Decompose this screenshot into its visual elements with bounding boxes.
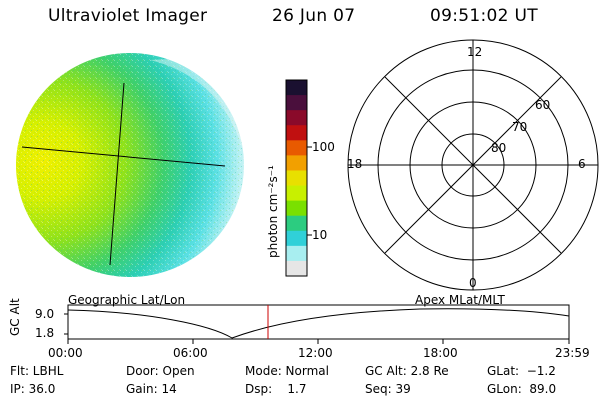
geo-latitude-line [21,146,226,167]
color-scale-segment [286,95,307,111]
color-scale-segment [286,230,307,247]
polar-plot [347,39,599,291]
gain-status: Gain: 14 [126,382,177,396]
x-tick-label-1200: 12:00 [298,346,333,360]
x-tick-label-1800: 18:00 [423,346,458,360]
colorbar-unit-label: photon cm⁻²s⁻¹ [266,165,280,258]
earth-image [16,53,244,277]
apex-caption: Apex MLat/MLT [415,293,505,307]
x-tick-label-0000: 00:00 [48,346,83,360]
glat-status: GLat: −1.2 [487,364,556,378]
ip-status: IP: 36.0 [10,382,56,396]
color-scale-segment [286,155,307,172]
timeline-frame [67,304,570,340]
glon-status: GLon: 89.0 [487,382,557,396]
dsp-status: Dsp: 1.7 [245,382,307,396]
gc-alt-status: GC Alt: 2.8 Re [365,364,449,378]
color-scale-bar [286,80,307,277]
color-scale-segment [286,125,307,141]
seq-status: Seq: 39 [365,382,411,396]
colorbar-tick-label-10: 10 [312,228,328,242]
y-tick-label-1-8: 1.8 [35,326,55,340]
color-scale-segment [286,170,307,187]
x-tick-label-2359: 23:59 [555,346,590,360]
mlt-label-18: 18 [347,157,363,171]
mlt-label-12: 12 [467,45,483,59]
color-scale-segment [286,245,307,262]
color-scale-segment [286,110,307,126]
colorbar-tick-label-100: 100 [312,140,335,154]
date-label: 26 Jun 07 [272,6,356,26]
filter-status: Flt: LBHL [10,364,64,378]
mlat-label-70: 70 [512,120,528,134]
y-tick-label-9: 9.0 [35,307,55,321]
altitude-curve [67,308,570,339]
color-scale-frame [285,79,308,277]
polar-diagonal-2 [384,76,562,254]
geographic-caption: Geographic Lat/Lon [68,293,186,307]
mode-status: Mode: Normal [245,364,329,378]
mlt-label-6: 6 [578,157,586,171]
altitude-timeline [64,304,570,344]
time-label: 09:51:02 UT [430,6,538,26]
mlat-label-60: 60 [535,98,551,112]
color-scale-segment [286,260,307,277]
color-scale-segment [286,215,307,232]
geo-longitude-line [109,82,125,266]
color-scale-segment [286,140,307,156]
instrument-title: Ultraviolet Imager [48,6,208,26]
door-status: Door: Open [126,364,195,378]
color-scale-segment [286,200,307,217]
mlt-label-0: 0 [469,276,477,290]
gc-alt-axis-label: GC Alt [8,298,22,336]
mlat-label-80: 80 [491,141,507,155]
color-scale-segment [286,80,307,96]
color-scale-segment [286,185,307,202]
x-tick-label-0600: 06:00 [173,346,208,360]
